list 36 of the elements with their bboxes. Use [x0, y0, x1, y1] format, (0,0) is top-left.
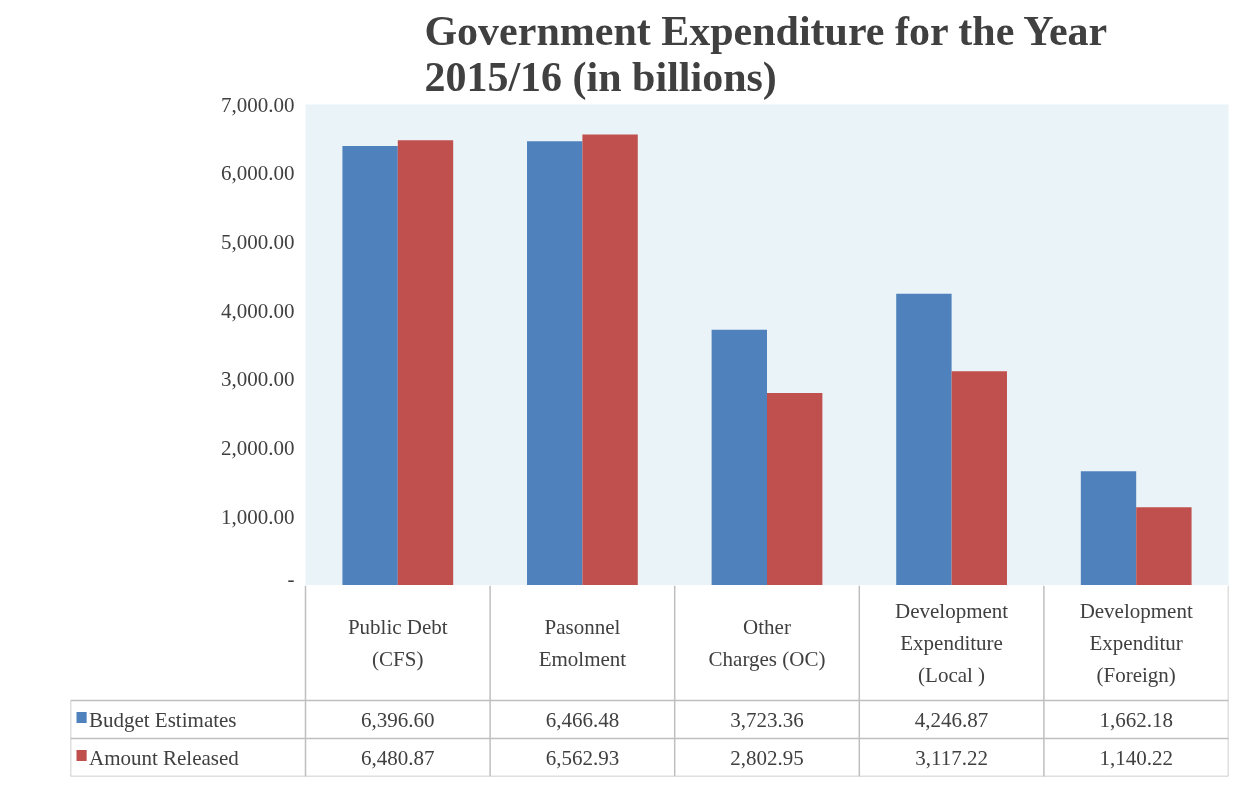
bar — [1080, 471, 1137, 585]
y-tick-label: 1,000.00 — [221, 504, 295, 529]
legend-label: Amount Released — [88, 745, 240, 770]
data-label: 3,723.36 — [730, 707, 804, 732]
bar — [397, 140, 454, 585]
bar — [711, 329, 767, 585]
y-tick-label: 6,000.00 — [221, 161, 295, 186]
y-tick-label: - — [287, 566, 295, 591]
x-tick-label: Development Expenditur (Foreign) — [1079, 598, 1193, 688]
data-label: 1,662.18 — [1099, 707, 1173, 732]
bar — [951, 371, 1007, 585]
x-tick-label: Development Expenditure (Local ) — [895, 598, 1009, 688]
data-label: 6,396.60 — [361, 707, 435, 732]
data-label: 6,480.87 — [361, 745, 435, 770]
bar — [582, 134, 638, 585]
bar — [767, 392, 823, 585]
bar — [527, 141, 583, 585]
bar — [342, 145, 398, 585]
chart-title: Government Expenditure for the Year 2015/16 (in billions) — [424, 7, 1108, 101]
x-tick-label: Public Debt (CFS) — [347, 614, 448, 672]
y-tick-label: 2,000.00 — [221, 436, 295, 461]
data-label: 6,466.48 — [545, 707, 620, 732]
bar — [1136, 507, 1192, 585]
y-tick-label: 3,000.00 — [221, 367, 295, 392]
y-tick-label: 7,000.00 — [221, 92, 295, 117]
x-tick-label: Other Charges (OC) — [708, 614, 826, 672]
data-label: 2,802.95 — [730, 745, 804, 770]
data-label: 4,246.87 — [914, 707, 989, 732]
data-label: 1,140.22 — [1099, 745, 1173, 770]
x-tick-label: Pasonnel Emolment — [538, 614, 627, 672]
y-tick-label: 5,000.00 — [221, 229, 295, 254]
legend-label: Budget Estimates — [88, 707, 237, 732]
y-tick-label: 4,000.00 — [221, 298, 295, 323]
bar — [896, 293, 952, 585]
data-label: 3,117.22 — [915, 745, 988, 770]
data-label: 6,562.93 — [545, 745, 620, 770]
